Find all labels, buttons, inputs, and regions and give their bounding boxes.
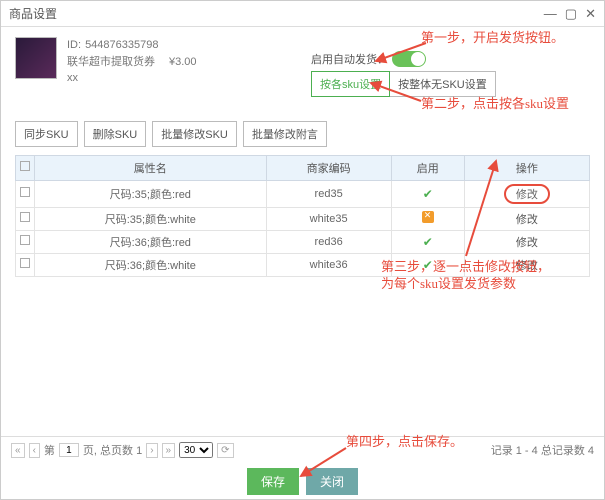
save-button[interactable]: 保存 <box>247 468 299 495</box>
action-buttons: 同步SKU 删除SKU 批量修改SKU 批量修改附言 <box>15 121 590 147</box>
row-checkbox[interactable] <box>16 253 35 276</box>
close-button[interactable]: 关闭 <box>306 468 358 495</box>
table-row: 尺码:35;颜色:redred35✔修改 <box>16 180 590 207</box>
sync-sku-button[interactable]: 同步SKU <box>15 121 78 147</box>
product-price: ¥3.00 <box>169 54 197 71</box>
col-enable: 启用 <box>391 155 464 180</box>
batch-edit-sku-button[interactable]: 批量修改SKU <box>152 121 237 147</box>
row-checkbox[interactable] <box>16 230 35 253</box>
col-attr: 属性名 <box>35 155 267 180</box>
auto-ship-label: 启用自动发货： <box>311 51 388 67</box>
pager-label-a: 第 <box>44 442 55 458</box>
seg-by-sku[interactable]: 按各sku设置 <box>311 71 390 97</box>
product-settings-dialog: 商品设置 — ▢ ✕ ID: 544876335798 联华超市提取货券 ¥3.… <box>0 0 605 500</box>
cell-attr: 尺码:35;颜色:white <box>35 207 267 230</box>
maximize-icon[interactable]: ▢ <box>565 6 577 22</box>
product-thumbnail <box>15 37 57 79</box>
titlebar: 商品设置 — ▢ ✕ <box>1 1 604 27</box>
cell-op[interactable]: 修改 <box>464 230 589 253</box>
minimize-icon[interactable]: — <box>544 6 557 22</box>
product-info: ID: 544876335798 联华超市提取货券 ¥3.00 xx <box>15 37 590 87</box>
pager: « ‹ 第 页, 总页数 1 › » 30 ⟳ 记录 1 - 4 总记录数 4 <box>1 436 604 463</box>
footer: 保存 关闭 <box>1 468 604 495</box>
pager-size-select[interactable]: 30 <box>179 442 213 458</box>
row-checkbox[interactable] <box>16 207 35 230</box>
table-row: 尺码:36;颜色:redred36✔修改 <box>16 230 590 253</box>
product-id: 544876335798 <box>85 37 158 54</box>
pager-first-icon[interactable]: « <box>11 443 25 458</box>
product-sub: xx <box>67 70 197 87</box>
col-code: 商家编码 <box>266 155 391 180</box>
dialog-title: 商品设置 <box>9 5 57 22</box>
table-row: 尺码:35;颜色:whitewhite35 修改 <box>16 207 590 230</box>
cell-attr: 尺码:36;颜色:red <box>35 230 267 253</box>
cell-code: white36 <box>266 253 391 276</box>
close-icon[interactable]: ✕ <box>585 6 596 22</box>
cell-code: red36 <box>266 230 391 253</box>
cell-attr: 尺码:36;颜色:white <box>35 253 267 276</box>
cell-enable: ✔ <box>391 180 464 207</box>
batch-note-button[interactable]: 批量修改附言 <box>243 121 327 147</box>
window-controls: — ▢ ✕ <box>544 6 596 22</box>
content-area: ID: 544876335798 联华超市提取货券 ¥3.00 xx 启用自动发… <box>1 27 604 277</box>
seg-whole[interactable]: 按整体无SKU设置 <box>390 71 496 97</box>
cell-code: white35 <box>266 207 391 230</box>
cell-op[interactable]: 修改 <box>464 253 589 276</box>
cell-op[interactable]: 修改 <box>464 180 589 207</box>
pager-prev-icon[interactable]: ‹ <box>29 443 40 458</box>
col-checkbox[interactable] <box>16 155 35 180</box>
cell-enable: ✔ <box>391 253 464 276</box>
pager-records: 记录 1 - 4 总记录数 4 <box>491 442 594 458</box>
cell-code: red35 <box>266 180 391 207</box>
id-label: ID: <box>67 37 81 54</box>
pager-last-icon[interactable]: » <box>162 443 176 458</box>
cell-enable <box>391 207 464 230</box>
col-op: 操作 <box>464 155 589 180</box>
cell-op[interactable]: 修改 <box>464 207 589 230</box>
pager-refresh-icon[interactable]: ⟳ <box>217 443 233 458</box>
pager-next-icon[interactable]: › <box>146 443 157 458</box>
cell-attr: 尺码:35;颜色:red <box>35 180 267 207</box>
delete-sku-button[interactable]: 删除SKU <box>84 121 147 147</box>
cell-enable: ✔ <box>391 230 464 253</box>
row-checkbox[interactable] <box>16 180 35 207</box>
sku-mode-segment: 按各sku设置 按整体无SKU设置 <box>311 71 496 97</box>
pager-label-b: 页, 总页数 1 <box>83 442 142 458</box>
sku-table: 属性名 商家编码 启用 操作 尺码:35;颜色:redred35✔修改尺码:35… <box>15 155 590 277</box>
table-row: 尺码:36;颜色:whitewhite36✔修改 <box>16 253 590 276</box>
auto-ship-row: 启用自动发货： <box>311 51 426 67</box>
auto-ship-toggle[interactable] <box>392 51 426 67</box>
product-text: ID: 544876335798 联华超市提取货券 ¥3.00 xx <box>67 37 197 87</box>
pager-page-input[interactable] <box>59 443 79 457</box>
product-name: 联华超市提取货券 <box>67 54 155 71</box>
